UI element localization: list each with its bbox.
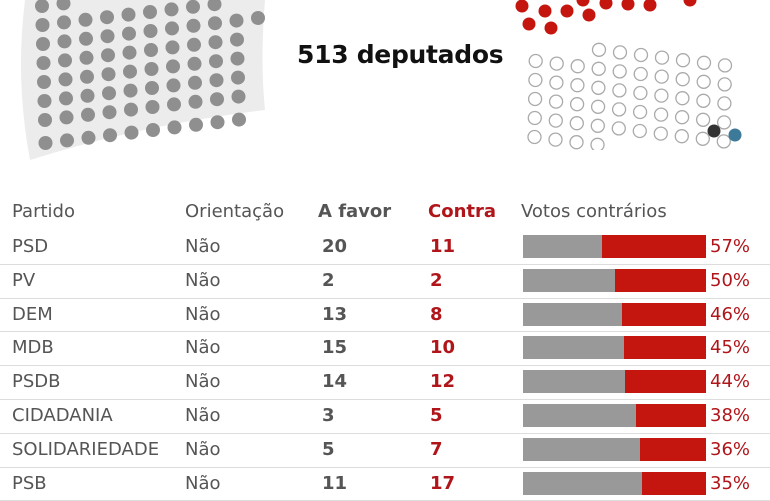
favor-count: 11 [322,472,348,494]
votes-bar [523,336,706,360]
header-favor: A favor [318,201,392,222]
table-row: PSDB Não 14 12 44% [0,366,770,400]
votes-bar [523,370,706,394]
party-name: PV [12,269,36,291]
chart-title: 513 deputados [297,40,504,69]
party-name: PSB [12,472,47,494]
contra-bar-segment [601,235,706,258]
favor-count: 5 [322,438,335,460]
party-name: PSD [12,236,49,257]
favor-count: 20 [322,236,348,257]
contra-percentage: 46% [710,303,751,325]
votes-bar [523,437,706,461]
table-row: CIDADANIA Não 3 5 38% [0,400,770,434]
contra-bar-segment [621,302,706,326]
orientation: Não [185,404,221,426]
votes-bar [523,302,706,326]
contra-bar-segment [640,437,706,461]
table-row: SOLIDARIEDADE Não 5 7 36% [0,434,770,468]
favor-seats-hemicycle [21,0,265,160]
orientation: Não [185,438,221,460]
votes-bar [523,268,706,292]
header-contra: Contra [428,201,497,222]
favor-count: 14 [322,371,348,393]
header-orientation: Orientação [185,201,285,222]
orientation: Não [185,236,221,257]
orientation: Não [185,472,221,494]
contra-percentage: 50% [710,269,751,291]
table-body: PSD Não 20 11 57% PV Não 2 2 50% DEM Não 13 8 46% MDB Nã… [0,231,770,501]
contra-bar-segment [636,403,706,427]
contra-percentage: 38% [710,404,751,426]
contra-count: 5 [430,404,443,426]
contra-count: 8 [430,303,443,325]
party-name: PSDB [12,371,61,393]
contra-bar-segment [614,268,706,292]
contra-bar-segment [641,471,706,495]
contra-count: 2 [430,269,443,291]
contra-count: 17 [430,472,456,494]
contra-count: 7 [430,438,443,460]
contra-bar-segment [625,370,706,394]
contra-percentage: 35% [710,472,751,494]
votes-bar [523,235,706,258]
orientation: Não [185,337,221,359]
party-name: DEM [12,303,53,325]
header-party: Partido [12,201,75,222]
favor-count: 2 [322,269,335,291]
votes-bar [523,403,706,427]
party-name: CIDADANIA [12,404,113,426]
contra-bar-segment [623,336,706,360]
contra-count: 10 [430,337,456,359]
contra-percentage: 57% [710,236,751,257]
contra-count: 11 [430,236,456,257]
contra-percentage: 36% [710,438,751,460]
table-row: DEM Não 13 8 46% [0,299,770,333]
favor-count: 15 [322,337,348,359]
orientation: Não [185,371,221,393]
contra-count: 12 [430,371,456,393]
contra-percentage: 45% [710,337,751,359]
contra-seats-hemicycle [515,0,742,150]
table-row: PV Não 2 2 50% [0,265,770,299]
table-row: PSD Não 20 11 57% [0,231,770,265]
table-row: PSB Não 11 17 35% [0,468,770,501]
header-votes-against: Votos contrários [521,201,667,222]
orientation: Não [185,269,221,291]
orientation: Não [185,303,221,325]
party-name: SOLIDARIEDADE [12,438,160,460]
favor-count: 3 [322,404,335,426]
votes-bar [523,471,706,495]
contra-percentage: 44% [710,371,751,393]
table-row: MDB Não 15 10 45% [0,332,770,367]
favor-count: 13 [322,303,348,325]
party-name: MDB [12,337,54,359]
